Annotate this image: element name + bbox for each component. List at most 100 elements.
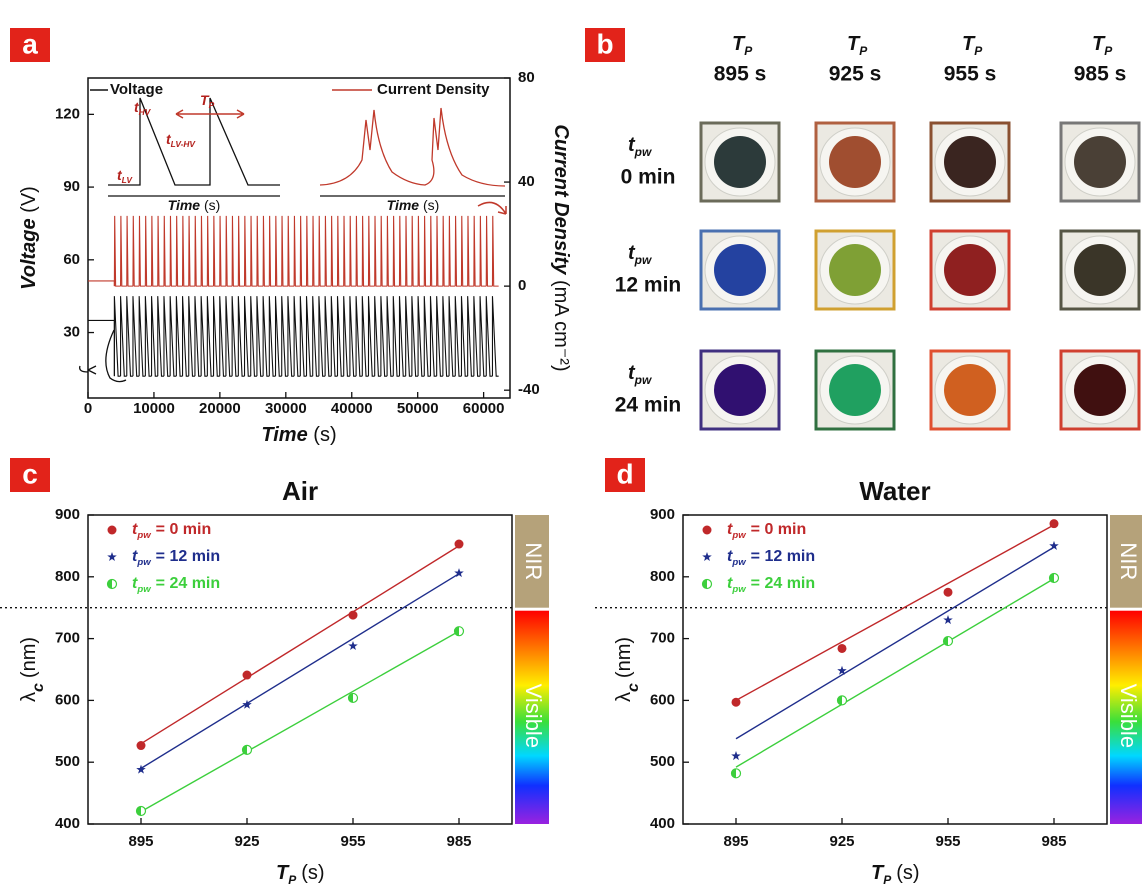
pulse (330, 215, 338, 287)
symbol: t (132, 548, 138, 565)
photo-sample (829, 136, 881, 188)
pulse (256, 215, 264, 287)
initial-level (88, 280, 115, 287)
y-tick-label: 30 (63, 324, 80, 341)
symbol: T (200, 92, 210, 108)
pulse (436, 296, 443, 377)
subscript: P (209, 100, 215, 110)
plot-frame (87, 77, 511, 399)
legend-marker (702, 525, 712, 535)
subscript: HV (139, 107, 152, 117)
row-symbol: tpw (628, 242, 652, 267)
symbol: t (628, 362, 636, 384)
symbol: T (276, 862, 290, 884)
pulse (398, 296, 406, 377)
point-half (943, 636, 948, 646)
pulse (163, 215, 171, 287)
symbol: T (1092, 33, 1106, 55)
band-label: NIR (1116, 542, 1141, 580)
point (242, 699, 252, 709)
x-tick-label: 955 (935, 833, 960, 850)
row-symbol: tpw (628, 362, 652, 387)
legend-label: tpw = 0 min (132, 521, 211, 541)
x-axis-unit: (s) (301, 862, 324, 884)
y2-axis-unit: (mA cm⁻²) (550, 280, 572, 372)
pulse (305, 296, 313, 377)
subscript: pw (634, 253, 652, 267)
point (1049, 519, 1059, 529)
pulse (237, 296, 245, 377)
pulse (336, 296, 344, 377)
legend-label: tpw = 24 min (132, 575, 220, 595)
y2-axis-name: Current Density (550, 124, 572, 275)
column-symbol: TP (732, 33, 753, 58)
pulse (442, 296, 450, 377)
photo-sample (1074, 364, 1126, 416)
point-half (136, 806, 141, 816)
y-tick-label: 800 (650, 568, 675, 585)
pulse (274, 296, 282, 377)
symbol: t (727, 575, 733, 592)
inset-axis-unit: (s) (423, 197, 439, 213)
x-tick-label: 895 (723, 833, 748, 850)
subscript: P (288, 873, 297, 887)
y-tick-label: 700 (55, 630, 80, 647)
pulse (367, 215, 375, 287)
point (136, 764, 146, 774)
pulse (151, 296, 158, 377)
column-label: 895 s (714, 63, 767, 86)
point (837, 643, 847, 653)
pulse (398, 215, 406, 287)
pulse (473, 215, 481, 287)
pulse (274, 215, 282, 287)
pulse (243, 215, 251, 287)
band (515, 610, 549, 824)
subscript: P (883, 873, 892, 887)
pulse (324, 296, 332, 377)
subscript: pw (634, 145, 652, 159)
x-tick-label: 0 (84, 400, 92, 417)
subscript: P (1104, 44, 1113, 58)
pulse (126, 215, 133, 287)
symbol: t (727, 548, 733, 565)
inset-marker-label: tLV-HV (166, 131, 196, 150)
inset-legend-label: Voltage (110, 81, 163, 98)
pulse (423, 215, 431, 287)
point (348, 641, 358, 651)
point-half (454, 626, 459, 636)
pulse (417, 215, 425, 287)
point (135, 805, 147, 817)
pulse (231, 215, 239, 287)
pulse (374, 296, 381, 377)
subscript: P (859, 44, 868, 58)
pulse (392, 296, 400, 377)
pulse (225, 296, 233, 377)
y-tick-label: 400 (650, 815, 675, 832)
legend-marker (106, 578, 118, 590)
pulse (163, 296, 171, 377)
inset-schematics (79, 89, 507, 383)
x-axis-title: TP (s) (871, 862, 920, 887)
pulse (262, 296, 270, 377)
pulse (380, 296, 388, 377)
symbol: t (628, 134, 636, 156)
pulse (237, 215, 245, 287)
band-label: Visible (1116, 684, 1141, 748)
photo-sample (714, 244, 766, 296)
pulse (442, 215, 450, 287)
y2-tick-label: -40 (518, 381, 540, 398)
column-symbol: TP (962, 33, 983, 58)
pulse (330, 296, 338, 377)
subscript: pw (731, 584, 746, 595)
pulse (374, 215, 381, 287)
band (515, 515, 549, 608)
y-axis-unit: (nm) (18, 637, 40, 678)
x-tick-label: 20000 (199, 400, 241, 417)
pulse (138, 215, 146, 287)
fit-line (735, 546, 1055, 740)
pulse (361, 215, 369, 287)
pulse (448, 215, 456, 287)
panel-letter: a (22, 28, 38, 59)
pulse (460, 296, 468, 377)
y-axis-unit: (nm) (613, 637, 635, 678)
